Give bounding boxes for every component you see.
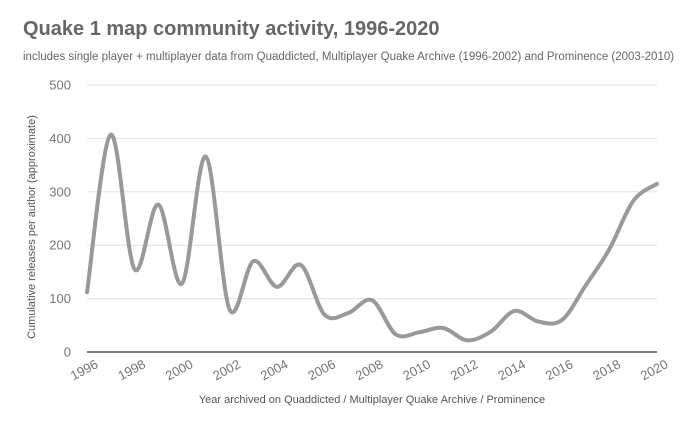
x-tick-label: 2012 (448, 356, 481, 383)
x-tick-label: 2006 (305, 356, 338, 383)
gridlines (87, 84, 657, 353)
x-tick-label: 2016 (543, 356, 576, 383)
x-tick-label: 2004 (258, 356, 291, 383)
x-tick-label: 2014 (495, 356, 528, 383)
x-tick-label: 2002 (210, 356, 243, 383)
y-tick-label: 400 (49, 131, 71, 146)
x-tick-label: 1996 (68, 356, 101, 383)
x-tick-label: 1998 (115, 356, 148, 383)
y-axis-label: Cumulative releases per author (approxim… (26, 115, 38, 339)
series-group (85, 132, 659, 343)
x-tick-label: 2018 (590, 356, 623, 383)
x-tick-label: 2008 (353, 356, 386, 383)
series-line (85, 132, 659, 343)
x-tick-label: 2000 (163, 356, 196, 383)
y-tick-label: 0 (64, 345, 71, 360)
x-axis-ticks: 1996 1998 2000 2002 2004 2006 2008 2010 2012 2014… (68, 356, 671, 383)
y-tick-label: 200 (49, 238, 71, 253)
chart-subtitle: includes single player + multiplayer dat… (23, 51, 675, 63)
x-tick-label: 2020 (638, 356, 671, 383)
y-tick-label: 500 (49, 78, 71, 93)
y-tick-label: 300 (49, 184, 71, 199)
x-axis-label: Year archived on Quaddicted / Multiplaye… (199, 394, 545, 406)
x-tick-label: 2010 (400, 356, 433, 383)
y-tick-label: 100 (49, 291, 71, 306)
y-axis-ticks: 0 100 200 300 400 500 (49, 78, 71, 360)
chart-title: Quake 1 map community activity, 1996-202… (23, 18, 440, 40)
